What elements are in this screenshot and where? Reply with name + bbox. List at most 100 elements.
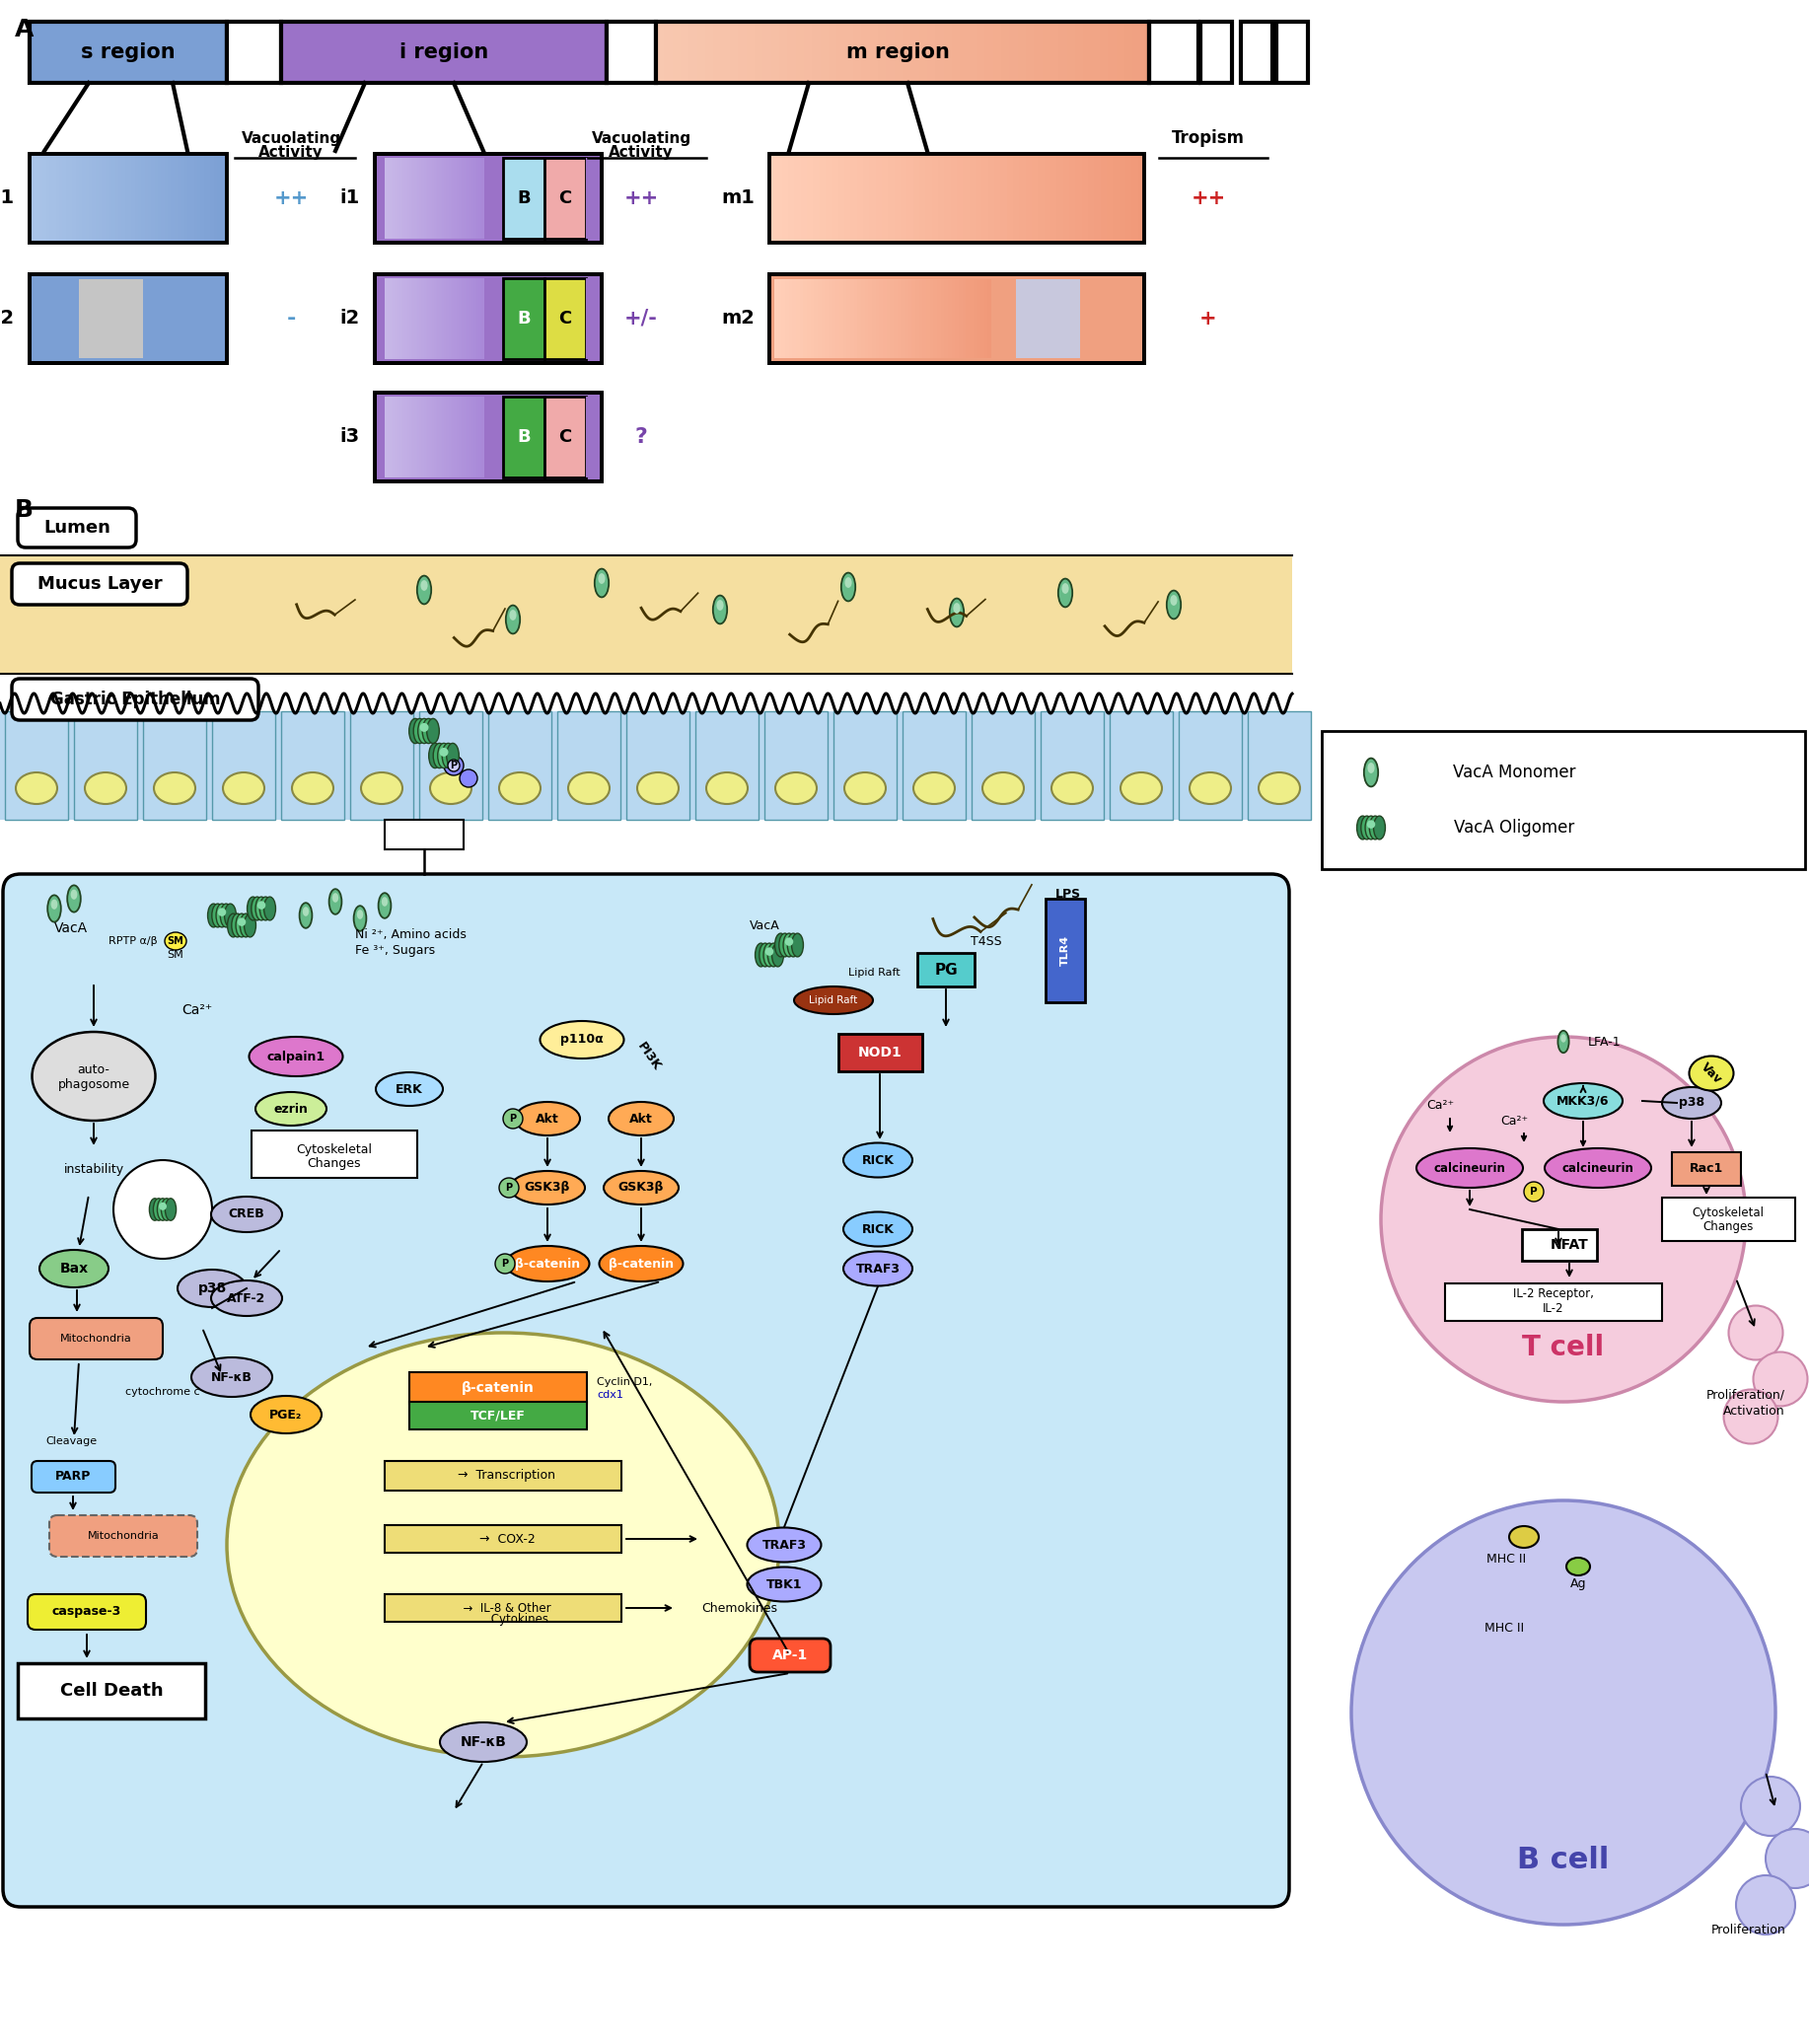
Bar [154, 153, 159, 243]
Ellipse shape [841, 572, 856, 601]
Bar [470, 157, 472, 239]
Bar [1069, 153, 1076, 243]
Bar [1132, 22, 1141, 84]
Bar [722, 22, 731, 84]
Bar [780, 22, 789, 84]
Ellipse shape [505, 1247, 590, 1282]
Bar [959, 280, 962, 358]
Ellipse shape [251, 897, 262, 920]
Bar [478, 397, 479, 478]
Ellipse shape [409, 719, 421, 744]
Text: s1: s1 [0, 188, 14, 208]
Ellipse shape [250, 1396, 322, 1433]
Text: MKK3/6: MKK3/6 [1558, 1094, 1610, 1108]
Bar [479, 157, 483, 239]
Bar [838, 22, 845, 84]
Bar [839, 280, 843, 358]
Text: Bax: Bax [60, 1261, 89, 1275]
Bar [458, 278, 459, 360]
Bar [454, 397, 456, 478]
Text: NOD1: NOD1 [857, 1047, 903, 1059]
Ellipse shape [982, 773, 1024, 803]
Bar [0, 556, 1292, 675]
Bar [1038, 153, 1046, 243]
Bar [452, 278, 454, 360]
Ellipse shape [235, 914, 248, 936]
Bar [385, 157, 387, 239]
Bar [177, 153, 181, 243]
Bar [586, 157, 602, 239]
Bar [143, 280, 217, 358]
Ellipse shape [1523, 1181, 1543, 1202]
Bar [926, 153, 932, 243]
Bar [845, 153, 850, 243]
Ellipse shape [427, 719, 440, 744]
Bar [868, 280, 872, 358]
Bar [545, 278, 586, 360]
Ellipse shape [1416, 1149, 1523, 1188]
Ellipse shape [510, 1171, 584, 1204]
Bar [385, 820, 463, 850]
Ellipse shape [1690, 1057, 1733, 1091]
Ellipse shape [1737, 1874, 1795, 1934]
Bar [1132, 153, 1138, 243]
Bar [696, 22, 706, 84]
Ellipse shape [507, 605, 519, 634]
Bar [861, 280, 865, 358]
Text: PG: PG [933, 963, 957, 977]
Bar [418, 278, 420, 360]
Bar [872, 280, 876, 358]
Bar [416, 278, 418, 360]
Text: IL-2 Receptor,: IL-2 Receptor, [1512, 1288, 1594, 1300]
Bar [1113, 153, 1120, 243]
Bar [412, 157, 414, 239]
Text: Fe ³⁺, Sugars: Fe ³⁺, Sugars [355, 944, 436, 957]
Bar [955, 280, 959, 358]
Text: β-catenin: β-catenin [608, 1257, 673, 1269]
Bar [1672, 1153, 1740, 1186]
Text: β-catenin: β-catenin [461, 1382, 534, 1394]
Text: RICK: RICK [861, 1153, 894, 1167]
Bar [208, 153, 212, 243]
Bar [18, 1664, 204, 1719]
Bar [409, 157, 411, 239]
Bar [474, 278, 476, 360]
Ellipse shape [1190, 773, 1230, 803]
FancyBboxPatch shape [4, 875, 1290, 1907]
Bar [1116, 22, 1125, 84]
Bar [478, 278, 479, 360]
Bar [36, 153, 40, 243]
Ellipse shape [67, 885, 81, 912]
Ellipse shape [264, 897, 275, 920]
Bar [995, 153, 1000, 243]
Bar [443, 157, 447, 239]
Bar [69, 153, 72, 243]
Bar [443, 397, 447, 478]
Bar [389, 278, 393, 360]
Ellipse shape [1724, 1390, 1778, 1443]
Text: Vacuolating: Vacuolating [241, 131, 340, 145]
Bar [1075, 22, 1084, 84]
Bar [478, 157, 481, 239]
Text: Activity: Activity [608, 145, 673, 159]
Bar [1100, 153, 1107, 243]
Bar [769, 153, 1143, 243]
Bar [423, 157, 427, 239]
Bar [161, 153, 165, 243]
Text: Cleavage: Cleavage [45, 1437, 96, 1447]
Bar [838, 1034, 923, 1071]
Text: B cell: B cell [1518, 1846, 1610, 1874]
Bar [781, 280, 785, 358]
Text: LPS: LPS [1055, 887, 1082, 899]
Bar [906, 153, 914, 243]
Text: Mitochondria: Mitochondria [60, 1335, 132, 1343]
Bar [398, 278, 400, 360]
Bar [92, 153, 96, 243]
Text: phagosome: phagosome [58, 1077, 130, 1091]
Text: Akt: Akt [535, 1112, 559, 1124]
Bar [188, 153, 192, 243]
Ellipse shape [496, 1253, 516, 1273]
Bar [165, 153, 168, 243]
Bar [763, 22, 771, 84]
Bar [1064, 153, 1069, 243]
